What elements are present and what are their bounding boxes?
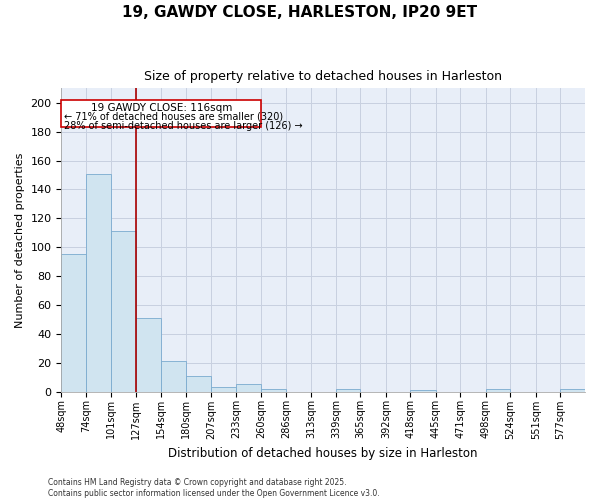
Bar	[262, 388, 286, 392]
Bar	[486, 388, 511, 392]
Bar	[560, 388, 585, 392]
Bar	[211, 387, 236, 392]
X-axis label: Distribution of detached houses by size in Harleston: Distribution of detached houses by size …	[169, 447, 478, 460]
Y-axis label: Number of detached properties: Number of detached properties	[15, 152, 25, 328]
Bar	[161, 361, 186, 392]
Text: ← 71% of detached houses are smaller (320): ← 71% of detached houses are smaller (32…	[64, 112, 283, 122]
Bar	[186, 376, 211, 392]
FancyBboxPatch shape	[61, 100, 262, 128]
Bar	[136, 318, 161, 392]
Text: 19, GAWDY CLOSE, HARLESTON, IP20 9ET: 19, GAWDY CLOSE, HARLESTON, IP20 9ET	[122, 5, 478, 20]
Text: 28% of semi-detached houses are larger (126) →: 28% of semi-detached houses are larger (…	[64, 121, 303, 131]
Bar	[86, 174, 112, 392]
Bar	[410, 390, 436, 392]
Bar	[236, 384, 262, 392]
Bar	[336, 388, 361, 392]
Title: Size of property relative to detached houses in Harleston: Size of property relative to detached ho…	[144, 70, 502, 83]
Text: 19 GAWDY CLOSE: 116sqm: 19 GAWDY CLOSE: 116sqm	[91, 103, 232, 113]
Text: Contains HM Land Registry data © Crown copyright and database right 2025.
Contai: Contains HM Land Registry data © Crown c…	[48, 478, 380, 498]
Bar	[112, 232, 136, 392]
Bar	[61, 254, 86, 392]
